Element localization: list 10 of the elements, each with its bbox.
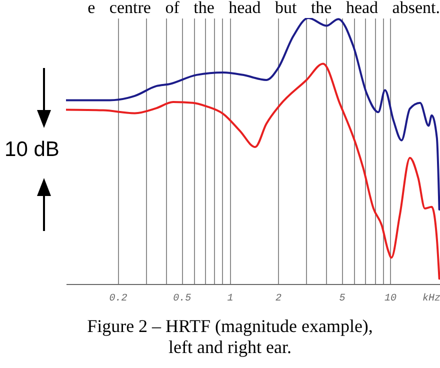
x-tick-label: 5 (339, 294, 346, 304)
text: e centre of the head but the head absent. (86, 0, 440, 18)
x-tick-label: 2 (276, 294, 282, 304)
x-tick-label: 0.5 (173, 294, 192, 304)
text: 10 dB (4, 138, 60, 162)
x-axis-title: kHz (422, 292, 440, 304)
x-tick-label: 10 (384, 294, 397, 304)
text: Figure 2 – HRTF (magnitude example), left and right ear. (86, 316, 374, 358)
x-tick-label: 1 (227, 294, 234, 304)
x-tick-label: 0.2 (109, 294, 128, 304)
